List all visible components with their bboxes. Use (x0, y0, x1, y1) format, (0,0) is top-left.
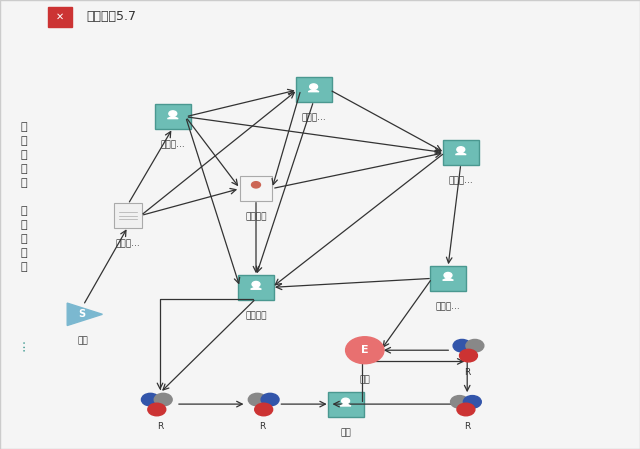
FancyBboxPatch shape (328, 392, 364, 417)
Text: 所有制...: 所有制... (116, 239, 140, 248)
Bar (48, 7, 72, 27)
Circle shape (252, 182, 260, 188)
Circle shape (463, 396, 481, 408)
Text: 出纳: 出纳 (340, 428, 351, 437)
Circle shape (457, 147, 465, 152)
Text: 结束: 结束 (360, 375, 370, 384)
Text: 部门负...: 部门负... (161, 141, 185, 150)
FancyBboxPatch shape (238, 275, 274, 300)
Text: 模
型
参
与
者
 
子
流
程
列
表: 模 型 参 与 者 子 流 程 列 表 (20, 122, 28, 272)
FancyBboxPatch shape (296, 77, 332, 102)
Circle shape (346, 337, 384, 364)
Circle shape (444, 273, 452, 278)
Circle shape (451, 396, 468, 408)
Text: 开始: 开始 (78, 337, 88, 346)
Circle shape (148, 403, 166, 416)
Circle shape (252, 282, 260, 287)
Polygon shape (340, 404, 351, 406)
Circle shape (466, 339, 484, 352)
Polygon shape (456, 152, 466, 154)
FancyBboxPatch shape (240, 176, 272, 201)
Text: 应付审批: 应付审批 (245, 311, 267, 320)
Text: R: R (464, 368, 470, 377)
Text: S: S (78, 309, 85, 319)
Circle shape (261, 393, 279, 406)
Circle shape (154, 393, 172, 406)
Text: ···: ··· (17, 338, 31, 351)
Circle shape (141, 393, 159, 406)
FancyBboxPatch shape (430, 266, 466, 291)
Text: R: R (464, 422, 470, 431)
FancyBboxPatch shape (114, 203, 142, 228)
Circle shape (248, 393, 266, 406)
Circle shape (342, 398, 349, 404)
Circle shape (457, 403, 475, 416)
Text: 财务中...: 财务中... (449, 176, 473, 185)
Text: ✕: ✕ (56, 12, 64, 22)
FancyBboxPatch shape (155, 104, 191, 129)
Polygon shape (251, 287, 261, 289)
Circle shape (453, 339, 471, 352)
Circle shape (310, 84, 317, 89)
Text: R: R (259, 422, 266, 431)
Text: R: R (157, 422, 163, 431)
FancyBboxPatch shape (443, 140, 479, 165)
Polygon shape (308, 89, 319, 92)
Circle shape (460, 349, 477, 362)
Circle shape (255, 403, 273, 416)
Text: 一级领导: 一级领导 (245, 212, 267, 221)
Text: 财务总...: 财务总... (301, 114, 326, 123)
Polygon shape (443, 278, 453, 280)
Text: 总经理...: 总经理... (436, 302, 460, 311)
Circle shape (169, 111, 177, 116)
Polygon shape (168, 116, 178, 119)
Polygon shape (67, 303, 102, 326)
Text: 通用审批5.7: 通用审批5.7 (86, 10, 136, 23)
Text: E: E (361, 345, 369, 355)
